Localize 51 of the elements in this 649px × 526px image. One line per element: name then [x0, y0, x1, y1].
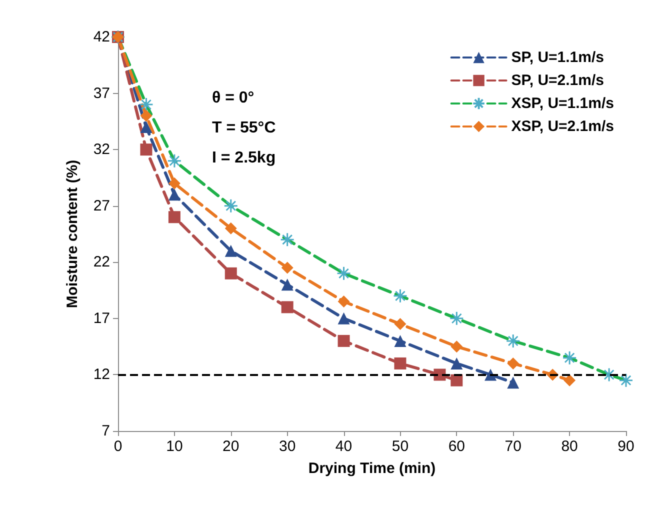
y-tick-label: 17 — [93, 310, 110, 327]
legend-label: SP, U=2.1m/s — [511, 72, 604, 89]
x-tick-label: 70 — [504, 438, 522, 455]
point — [281, 301, 294, 314]
point — [224, 267, 237, 280]
x-tick-label: 80 — [561, 438, 578, 455]
point — [450, 374, 463, 386]
x-tick-label: 40 — [335, 438, 352, 455]
x-tick-label: 20 — [222, 438, 240, 455]
x-tick-label: 90 — [618, 438, 634, 455]
point — [168, 177, 180, 190]
y-tick-label: 12 — [93, 366, 110, 384]
point — [168, 188, 180, 201]
point — [140, 110, 152, 122]
point — [224, 244, 237, 257]
legend-label: XSP, U=2.1m/s — [511, 118, 614, 135]
legend-label: XSP, U=1.1m/s — [511, 95, 614, 112]
y-tick-label: 32 — [93, 141, 110, 158]
point — [394, 357, 406, 370]
annotation: θ = 0° — [212, 90, 254, 106]
point — [507, 357, 520, 370]
point — [394, 334, 406, 347]
point — [507, 376, 520, 389]
point — [450, 340, 463, 353]
point — [338, 296, 350, 308]
annotation: T = 55°C — [212, 120, 276, 136]
y-tick-label: 22 — [93, 254, 110, 271]
point — [140, 121, 152, 134]
point — [168, 211, 180, 224]
x-tick-label: 60 — [448, 438, 466, 455]
point — [281, 278, 294, 291]
point — [224, 222, 237, 234]
point — [394, 318, 406, 330]
x-tick-label: 0 — [114, 438, 122, 455]
point — [338, 334, 350, 347]
y-tick-label: 27 — [93, 197, 110, 214]
y-tick-label: 7 — [102, 422, 110, 440]
point — [450, 357, 463, 370]
point — [564, 374, 576, 386]
annotation: I = 2.5kg — [212, 150, 276, 166]
x-axis-title: Drying Time (min) — [308, 460, 436, 477]
legend-label: SP, U=1.1m/s — [511, 49, 604, 66]
point — [281, 262, 294, 274]
x-tick-label: 50 — [392, 438, 409, 455]
y-axis-title: Moisture content (%) — [64, 160, 81, 308]
y-tick-label: 42 — [93, 28, 110, 46]
point — [338, 312, 350, 324]
y-tick-label: 37 — [93, 84, 110, 102]
point — [140, 144, 152, 156]
x-tick-label: 30 — [278, 438, 296, 455]
x-tick-label: 10 — [166, 438, 183, 455]
